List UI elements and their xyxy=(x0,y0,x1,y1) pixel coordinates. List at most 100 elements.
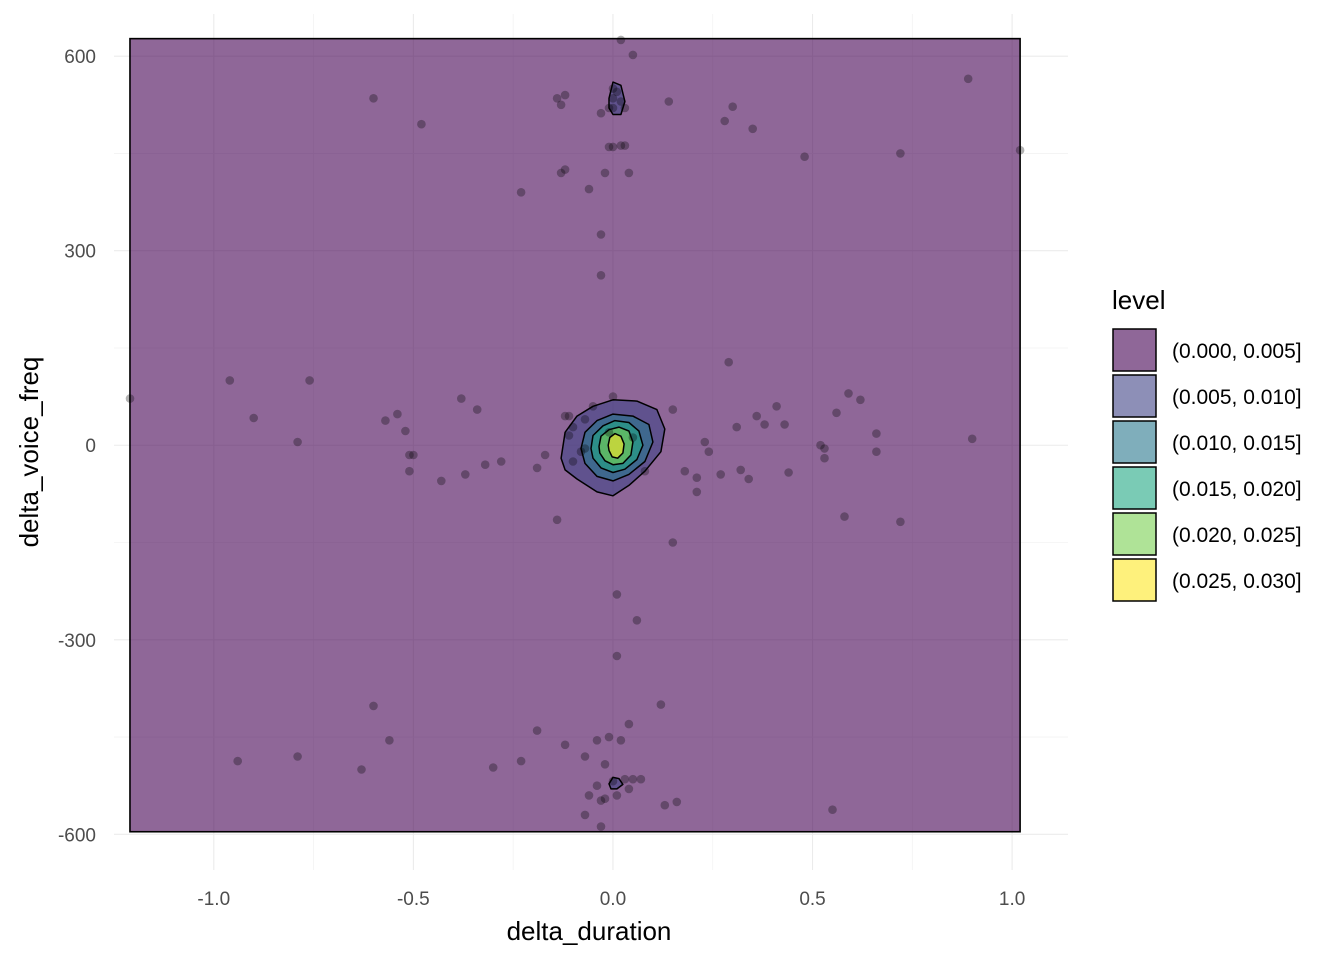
density-contours xyxy=(560,81,666,790)
scatter-point xyxy=(612,651,622,661)
legend-label: (0.020, 0.025] xyxy=(1172,524,1302,547)
scatter-point xyxy=(437,476,446,486)
scatter-point xyxy=(496,457,506,466)
scatter-point xyxy=(592,736,602,745)
scatter-point xyxy=(664,97,674,106)
scatter-point xyxy=(564,431,574,440)
scatter-point xyxy=(668,405,678,414)
scatter-point xyxy=(784,468,793,477)
data-points xyxy=(125,35,1025,831)
scatter-point xyxy=(540,450,550,460)
scatter-point xyxy=(596,796,606,805)
legend-label: (0.010, 0.015] xyxy=(1172,432,1302,455)
scatter-point xyxy=(556,168,566,178)
scatter-point xyxy=(748,124,757,134)
scatter-point xyxy=(580,444,590,453)
scatter-point xyxy=(405,450,414,460)
scatter-point xyxy=(724,357,733,367)
scatter-point xyxy=(660,800,670,810)
scatter-point xyxy=(668,538,678,547)
scatter-point xyxy=(461,470,470,479)
scatter-point xyxy=(225,376,235,385)
scatter-point xyxy=(840,512,849,521)
scatter-point xyxy=(624,784,634,794)
scatter-point xyxy=(620,774,630,784)
scatter-point xyxy=(293,752,302,761)
x-tick-label: -0.5 xyxy=(397,889,430,910)
scatter-point xyxy=(125,394,135,403)
x-tick-label: 0.5 xyxy=(799,889,825,910)
scatter-point xyxy=(369,94,378,103)
y-axis-title: delta_voice_freq xyxy=(14,357,44,548)
scatter-point xyxy=(568,422,578,432)
scatter-point xyxy=(624,168,634,178)
scatter-point xyxy=(584,791,594,800)
legend-label: (0.000, 0.005] xyxy=(1172,340,1302,363)
scatter-point xyxy=(620,103,630,113)
scatter-point xyxy=(608,142,618,152)
scatter-point xyxy=(704,447,714,457)
scatter-point xyxy=(560,90,570,100)
scatter-point xyxy=(588,402,598,411)
scatter-point xyxy=(233,756,242,766)
scatter-point xyxy=(592,781,602,790)
x-axis-title: delta_duration xyxy=(507,916,672,946)
y-tick-label: 300 xyxy=(64,242,96,263)
scatter-point xyxy=(417,119,426,129)
scatter-point xyxy=(616,736,626,745)
scatter-point xyxy=(604,428,614,437)
scatter-point xyxy=(369,701,378,711)
scatter-point xyxy=(800,152,809,161)
scatter-point xyxy=(385,736,394,745)
scatter-point xyxy=(967,434,977,444)
scatter-point xyxy=(736,465,745,475)
scatter-point xyxy=(752,411,761,421)
legend-label: (0.025, 0.030] xyxy=(1172,570,1302,593)
scatter-point xyxy=(640,466,650,476)
scatter-point xyxy=(457,394,466,403)
scatter-point xyxy=(608,103,618,113)
scatter-point xyxy=(580,810,590,820)
legend-items: (0.000, 0.005] (0.005, 0.010] (0.010, 0.01… xyxy=(1112,328,1302,602)
legend-label: (0.015, 0.020] xyxy=(1172,478,1302,501)
legend-key xyxy=(1112,374,1157,418)
legend-title: level xyxy=(1112,285,1165,315)
scatter-point xyxy=(249,413,258,423)
scatter-point xyxy=(716,470,725,479)
scatter-point xyxy=(596,822,606,831)
scatter-point xyxy=(596,271,606,280)
scatter-point xyxy=(832,408,841,418)
x-tick-label: -1.0 xyxy=(197,889,230,910)
density-contour-level-1 xyxy=(608,776,624,790)
scatter-point xyxy=(680,466,690,476)
scatter-point xyxy=(612,791,622,800)
scatter-point xyxy=(560,411,570,421)
scatter-point xyxy=(556,100,566,110)
scatter-point xyxy=(628,774,638,784)
scatter-point xyxy=(488,763,498,772)
scatter-point xyxy=(624,719,634,729)
scatter-point xyxy=(692,473,702,483)
y-tick-label: 0 xyxy=(85,436,96,457)
scatter-point xyxy=(608,84,618,93)
scatter-point xyxy=(820,444,829,453)
scatter-point xyxy=(896,517,905,527)
scatter-point xyxy=(856,395,865,405)
scatter-point xyxy=(305,376,314,385)
scatter-point xyxy=(963,74,973,84)
scatter-point xyxy=(480,460,490,470)
scatter-point xyxy=(872,429,881,438)
legend-key xyxy=(1112,558,1157,602)
scatter-point xyxy=(608,94,618,103)
legend-key xyxy=(1112,420,1157,464)
scatter-point xyxy=(620,141,630,150)
scatter-point xyxy=(405,466,414,476)
scatter-point xyxy=(560,165,570,174)
scatter-point xyxy=(604,103,614,113)
scatter-point xyxy=(872,447,881,457)
scatter-point xyxy=(357,765,366,774)
scatter-point xyxy=(600,760,610,769)
scatter-point xyxy=(732,422,741,432)
scatter-point xyxy=(560,740,570,750)
